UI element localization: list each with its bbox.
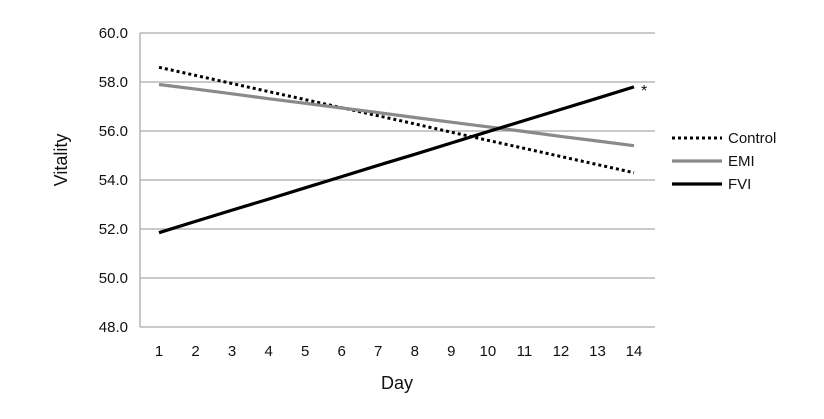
x-tick-label: 13 [589, 343, 606, 360]
x-tick-label: 3 [228, 343, 236, 360]
y-tick-label: 50.0 [99, 270, 128, 287]
x-tick-label: 5 [301, 343, 309, 360]
y-axis-title: Vitality [51, 134, 71, 187]
series-line-control [158, 65, 635, 175]
x-tick-label: 2 [191, 343, 199, 360]
x-tick-label: 14 [626, 343, 643, 360]
y-axis-tick-labels: 48.0 50.0 52.0 54.0 56.0 58.0 60.0 [99, 25, 128, 336]
x-tick-label: 1 [155, 343, 163, 360]
annotations: * [641, 83, 647, 100]
y-tick-label: 56.0 [99, 123, 128, 140]
legend-label-emi: EMI [728, 153, 755, 170]
x-tick-label: 9 [447, 343, 455, 360]
x-tick-label: 7 [374, 343, 382, 360]
x-tick-label: 10 [480, 343, 497, 360]
x-tick-label: 4 [264, 343, 272, 360]
y-tick-label: 58.0 [99, 74, 128, 91]
y-tick-label: 52.0 [99, 221, 128, 238]
annotation-asterisk: * [641, 83, 647, 100]
legend-label-control: Control [728, 130, 776, 147]
x-tick-label: 11 [517, 343, 533, 360]
y-tick-label: 60.0 [99, 25, 128, 42]
legend-label-fvi: FVI [728, 176, 751, 193]
y-tick-label: 48.0 [99, 319, 128, 336]
x-tick-label: 12 [553, 343, 570, 360]
series-line-fvi [158, 85, 635, 235]
y-tick-label: 54.0 [99, 172, 128, 189]
x-tick-label: 8 [411, 343, 419, 360]
series-lines [158, 65, 635, 235]
legend: Control EMI FVI [672, 130, 776, 193]
x-axis-tick-labels: 1 2 3 4 5 6 7 8 9 10 11 12 13 14 [155, 343, 643, 360]
series-line-emi [158, 82, 635, 148]
x-tick-label: 6 [338, 343, 346, 360]
gridlines [139, 32, 655, 328]
x-axis-title: Day [381, 373, 413, 393]
